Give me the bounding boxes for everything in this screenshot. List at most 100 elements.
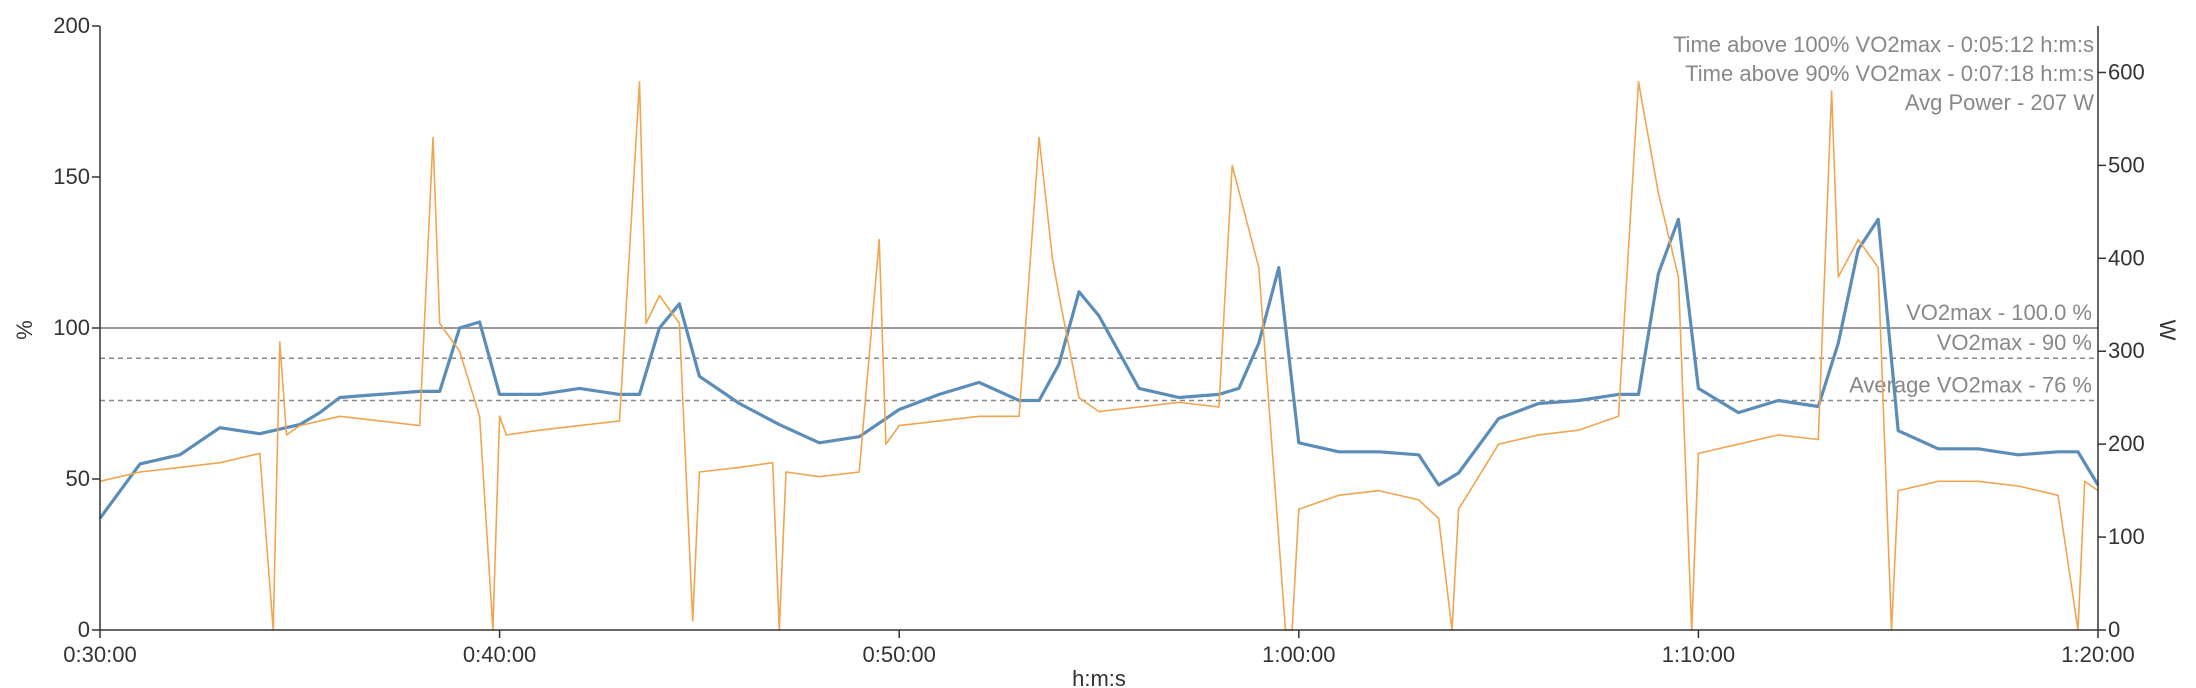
power-point: [1038, 136, 1040, 139]
vo2max-point: [259, 432, 261, 435]
stat-annotation: Avg Power - 207 W: [1905, 90, 2094, 115]
y-tick-label: 100: [53, 315, 90, 340]
power-point: [885, 443, 887, 446]
vo2max-point: [478, 321, 481, 323]
power-point: [771, 461, 774, 464]
vo2max-point: [778, 423, 781, 426]
power-point: [1018, 415, 1020, 418]
power-point: [1051, 257, 1054, 260]
power-point: [1218, 406, 1220, 408]
power-point: [1231, 164, 1233, 167]
power-point: [1338, 494, 1340, 497]
vo2max-point: [339, 396, 341, 399]
vo2max-point: [978, 381, 980, 384]
y-axis-title: %: [12, 320, 37, 340]
x-tick-label: 0:40:00: [463, 642, 536, 667]
power-point: [378, 420, 381, 422]
power-point: [1837, 276, 1840, 278]
power-point: [1298, 508, 1300, 511]
vo2max-point: [438, 390, 441, 393]
vo2max-point: [1637, 393, 1640, 396]
x-tick-label: 1:00:00: [1262, 642, 1335, 667]
x-tick-label: 1:20:00: [2061, 642, 2134, 667]
power-point: [578, 424, 581, 427]
vo2max-point: [578, 387, 581, 390]
vo2max-point: [738, 402, 741, 405]
power-point: [858, 471, 860, 473]
axes: 0 50 100 150 200 0 100 200 300 400 500 600 0:30:00 0:…: [53, 13, 2144, 667]
power-point: [1877, 266, 1879, 269]
vo2max-point: [1837, 342, 1840, 344]
power-point: [1777, 434, 1780, 436]
y2-tick-label: 100: [2108, 524, 2145, 549]
vo2max-point: [938, 393, 940, 396]
vo2max-point: [1977, 448, 1979, 450]
vo2max-point: [2077, 451, 2079, 453]
reference-line-label: VO2max - 100.0 %: [1906, 300, 2092, 325]
power-point: [1098, 410, 1100, 413]
power-point: [219, 461, 221, 464]
vo2max-point: [1777, 399, 1780, 402]
x-tick-label: 0:50:00: [862, 642, 935, 667]
reference-line-label: VO2max - 90 %: [1937, 330, 2092, 355]
power-point: [1577, 429, 1580, 432]
vo2max-point: [1338, 451, 1340, 453]
stat-annotation: Time above 90% VO2max - 0:07:18 h:m:s: [1685, 61, 2094, 86]
power-point: [498, 415, 501, 418]
vo2max-series-line: [98, 217, 2100, 520]
y2-tick-label: 300: [2108, 338, 2145, 363]
power-point: [1537, 434, 1540, 436]
power-point: [1657, 192, 1660, 195]
vo2max-point: [1098, 315, 1100, 317]
power-point: [299, 424, 301, 427]
power-point: [418, 424, 421, 427]
power-point: [1138, 406, 1140, 408]
power-point: [645, 322, 647, 325]
vo2max-point: [898, 408, 900, 411]
power-point: [1977, 480, 1979, 483]
power-point: [978, 415, 980, 418]
vo2max-point: [1078, 291, 1080, 293]
vo2max-point: [1178, 396, 1180, 399]
power-point: [1677, 276, 1680, 278]
y2-tick-label: 500: [2108, 152, 2145, 177]
power-point: [898, 424, 900, 427]
power-point: [658, 294, 661, 297]
vo2max-point: [1857, 248, 1859, 251]
x-axis-title: h:m:s: [1072, 666, 1126, 688]
power-point: [1830, 90, 1833, 92]
power-series-line: [99, 81, 2099, 631]
vo2max-point: [618, 393, 621, 396]
power-point: [1417, 499, 1420, 501]
power-point: [1078, 396, 1080, 399]
power-point: [438, 322, 441, 325]
power-point: [1258, 266, 1260, 269]
power-point: [505, 434, 508, 436]
vo2max-point: [1677, 218, 1680, 221]
power-point: [698, 471, 701, 473]
vo2max-point: [2057, 451, 2059, 453]
y-tick-label: 150: [53, 164, 90, 189]
power-point: [2057, 494, 2059, 497]
vo2max-point: [1258, 342, 1260, 344]
vo2max-point: [1138, 387, 1140, 390]
power-point: [1897, 489, 1899, 492]
reference-lines: VO2max - 100.0 % VO2max - 90 % Average VO2…: [100, 300, 2098, 402]
stats-annotations: Time above 100% VO2max - 0:05:12 h:m:s Ti…: [1673, 32, 2094, 115]
power-point: [538, 429, 541, 432]
vo2max-point: [1617, 393, 1620, 396]
power-point: [1817, 438, 1820, 441]
power-point: [1377, 489, 1380, 492]
vo2max-point: [179, 454, 181, 456]
power-point: [1617, 415, 1620, 418]
vo2max-point: [1038, 399, 1040, 402]
vo2max-point: [1897, 429, 1899, 432]
y2-tick-label: 600: [2108, 59, 2145, 84]
vo2max-point: [1497, 417, 1500, 420]
vo2max-point: [1817, 405, 1820, 408]
reference-line-label: Average VO2max - 76 %: [1849, 372, 2092, 397]
power-point: [1437, 517, 1440, 520]
vo2max-point: [378, 393, 381, 396]
vo2max-point: [498, 393, 501, 396]
